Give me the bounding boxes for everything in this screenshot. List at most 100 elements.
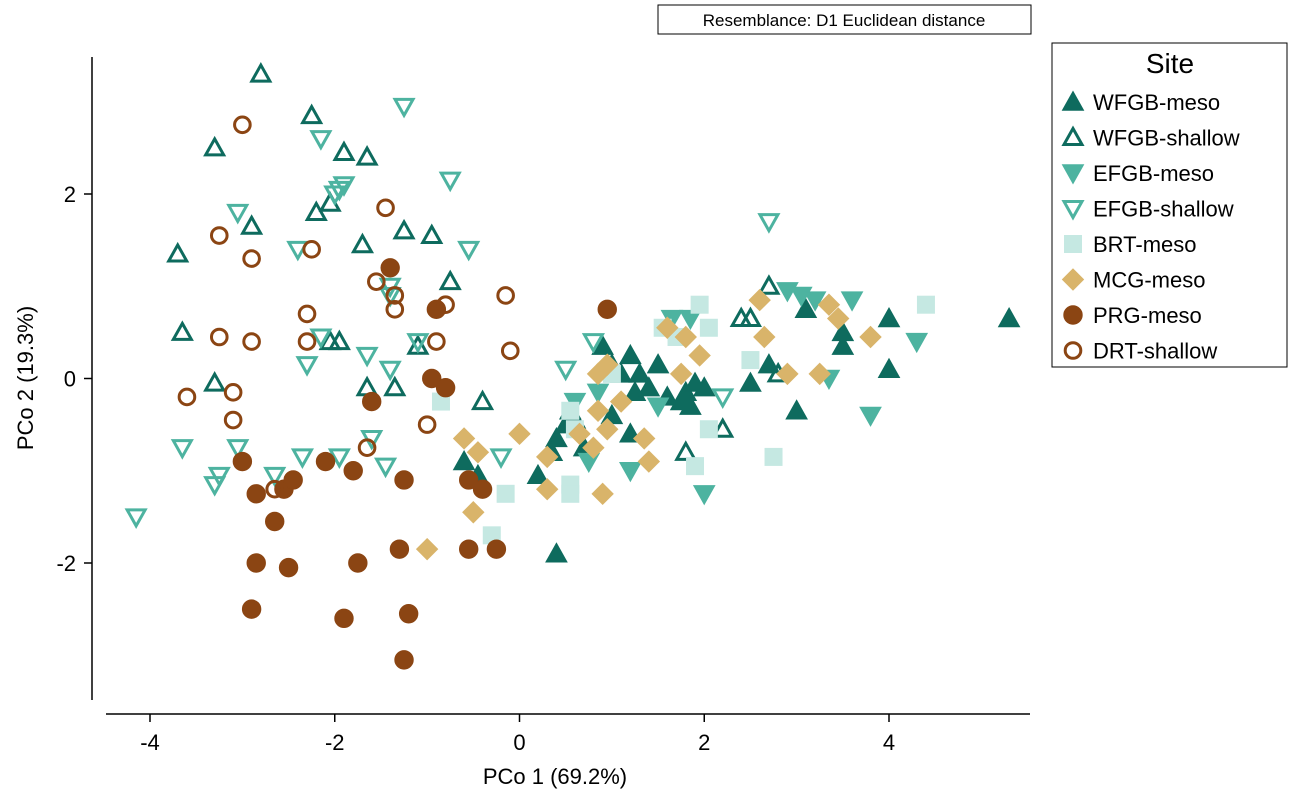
point-prg-meso [232,451,253,472]
point-wfgb-meso [794,297,818,319]
point-brt-meso [686,457,705,476]
point-wfgb-meso [692,376,716,397]
point-mcg-meso [753,325,776,349]
point-prg-meso [472,479,493,499]
x-ticks: -4 -2 0 2 4 [140,714,895,755]
legend-marker-prg-meso [1063,305,1083,325]
point-drt-shallow [376,198,395,218]
point-prg-meso [278,557,299,578]
point-efgb-shallow [327,180,351,202]
point-drt-shallow [367,272,386,291]
series-wfgb-shallow [166,62,790,461]
point-efgb-meso [840,291,864,312]
point-efgb-shallow [226,439,250,460]
point-wfgb-meso [785,399,808,420]
point-prg-meso [334,608,354,629]
legend-item-prg-meso: PRG-meso [1063,303,1202,328]
legend-box [1051,42,1288,368]
point-wfgb-shallow [170,320,194,341]
point-wfgb-meso [997,307,1021,328]
point-prg-meso [343,461,363,481]
point-wfgb-shallow [249,62,273,83]
point-drt-shallow [297,304,317,324]
point-brt-meso [699,420,718,439]
x-tick-label: 4 [883,730,895,755]
point-drt-shallow [242,332,261,351]
point-efgb-shallow [309,130,333,151]
x-tick-label: 2 [698,730,710,755]
series-wfgb-meso [452,297,1021,563]
point-brt-meso [561,401,580,420]
point-prg-meso [389,539,410,559]
point-brt-meso [764,447,783,466]
legend-label: DRT-shallow [1093,339,1217,364]
y-tick-label: -2 [56,551,76,576]
point-drt-shallow [427,332,446,351]
annotation-box [657,4,1032,35]
point-wfgb-meso [646,353,670,374]
x-tick-label: -4 [140,730,160,755]
point-efgb-shallow [295,356,319,377]
legend-label: EFGB-shallow [1093,197,1234,222]
point-efgb-shallow [309,328,333,350]
point-drt-shallow [496,286,515,305]
point-wfgb-shallow [355,145,379,166]
point-mcg-meso [674,325,697,349]
point-wfgb-shallow [166,241,190,263]
point-mcg-meso [808,362,831,386]
point-mcg-meso [688,344,711,367]
point-wfgb-shallow [332,140,356,162]
legend-item-efgb-shallow: EFGB-shallow [1061,197,1234,222]
legend-marker-efgb-shallow [1061,199,1085,221]
point-prg-meso [458,470,479,490]
point-brt-meso [690,295,709,314]
point-drt-shallow [436,295,455,315]
point-drt-shallow [385,300,405,319]
point-efgb-meso [679,309,702,331]
point-wfgb-shallow [420,223,444,245]
legend-label: WFGB-shallow [1093,126,1240,151]
legend-label: MCG-meso [1093,268,1205,293]
series-prg-meso [232,258,617,670]
point-mcg-meso [817,293,841,316]
legend-label: EFGB-meso [1093,161,1214,186]
point-wfgb-meso [452,450,476,471]
point-mcg-meso [586,362,610,386]
point-wfgb-shallow [300,103,324,125]
legend-marker-drt-shallow [1063,341,1083,360]
point-drt-shallow [209,327,229,347]
point-prg-meso [362,391,382,412]
point-wfgb-shallow [738,306,763,328]
point-brt-meso [496,484,515,503]
annotation-text: Resemblance: D1 Euclidean distance [703,11,986,30]
point-wfgb-shallow [438,269,462,291]
point-efgb-shallow [124,508,148,529]
axes: -4 -2 0 2 4 -2 0 2 PCo 1 (69.2%) PCo 2 (19.3%) [13,57,1030,789]
point-mcg-meso [586,399,610,422]
point-prg-meso [348,553,368,573]
point-brt-meso [741,351,760,370]
point-drt-shallow [385,286,405,305]
point-wfgb-shallow [470,389,495,411]
point-mcg-meso [462,501,485,524]
point-mcg-meso [596,418,619,441]
point-efgb-meso [859,406,882,427]
point-efgb-shallow [392,97,416,119]
point-wfgb-shallow [203,371,227,392]
point-efgb-meso [803,291,827,312]
point-efgb-shallow [355,346,379,368]
point-wfgb-shallow [327,329,351,351]
point-efgb-shallow [226,203,250,225]
point-drt-shallow [265,479,285,499]
point-efgb-shallow [290,448,314,469]
point-wfgb-meso [679,394,702,415]
point-brt-meso [561,484,580,503]
point-efgb-shallow [581,333,605,354]
point-prg-meso [246,484,266,504]
legend-item-mcg-meso: MCG-meso [1061,268,1205,293]
point-mcg-meso [632,427,656,450]
point-wfgb-shallow [757,274,781,295]
point-brt-meso [916,295,935,314]
point-mcg-meso [591,482,614,506]
